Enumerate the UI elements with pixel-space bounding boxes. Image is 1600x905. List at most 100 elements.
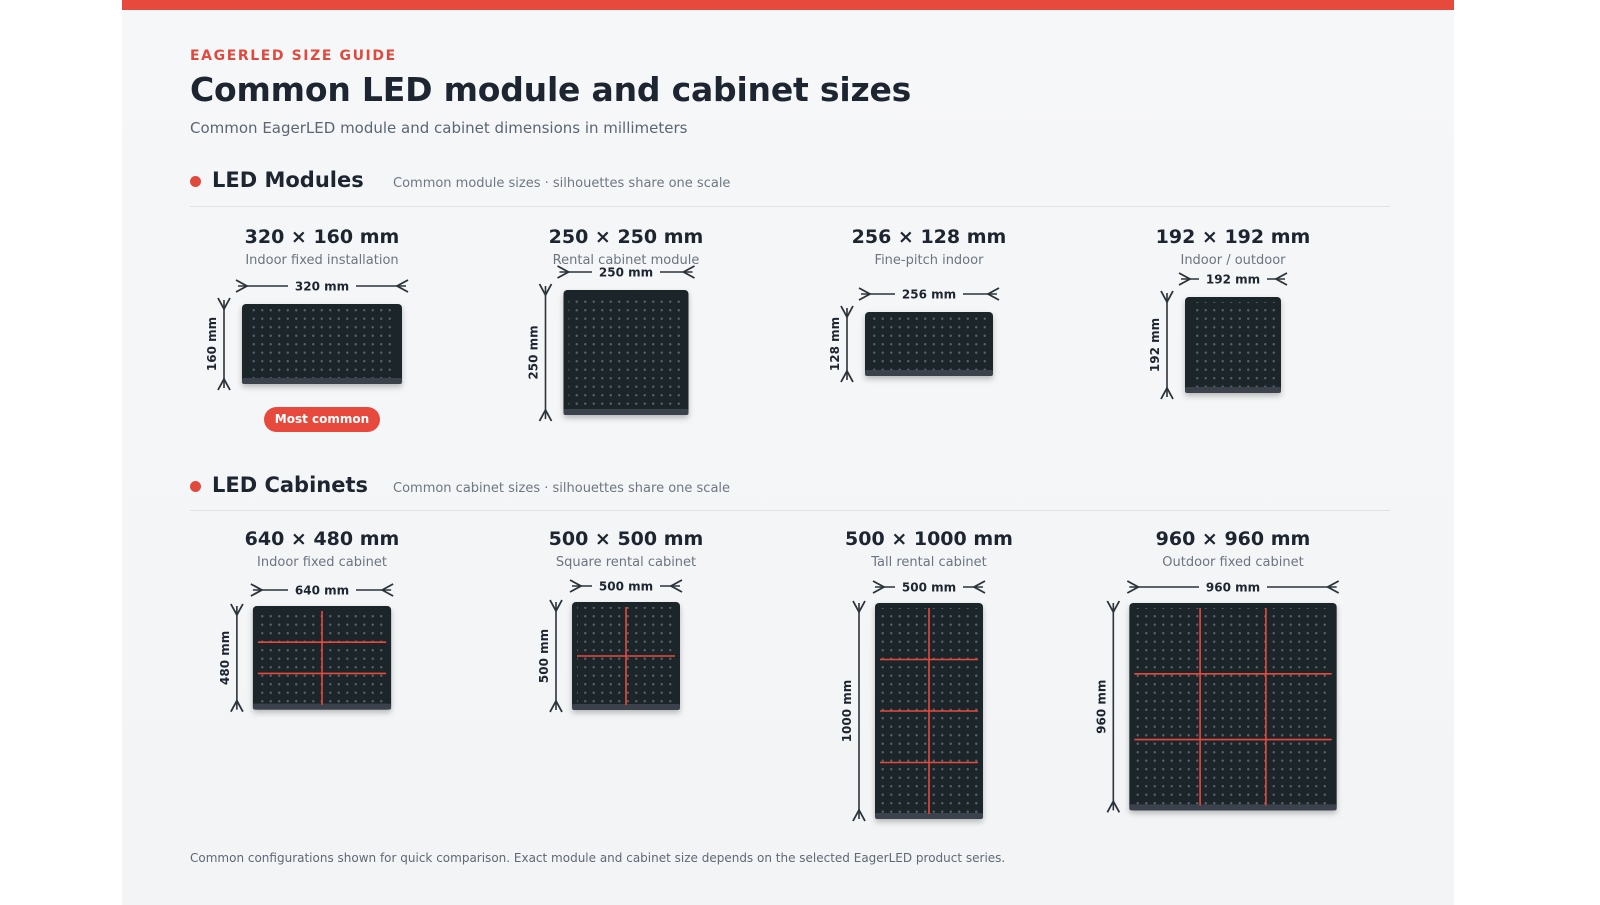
cabinet-3-width-dimension-label: 500 mm — [902, 581, 956, 595]
cabinet-3-width-dimension: 500 mm — [872, 580, 986, 595]
module-2-subtitle: Rental cabinet module — [552, 253, 700, 268]
module-4-subtitle: Indoor / outdoor — [1180, 253, 1286, 268]
module-2-silhouette-edge — [563, 409, 689, 415]
module-1-height-dimension-arrow-bottom — [217, 377, 231, 391]
module-1-silhouette-edge — [242, 378, 402, 384]
cabinet-1-subtitle: Indoor fixed cabinet — [257, 555, 387, 570]
cabinet-2-subtitle: Square rental cabinet — [555, 555, 697, 570]
cabinet-2-height-dimension-arrow-bottom — [549, 699, 563, 713]
module-4-height-dimension: 192 mm — [1148, 290, 1174, 400]
module-1-width-dimension-arrow-right — [395, 279, 409, 293]
module-1-height-dimension: 160 mm — [205, 297, 231, 391]
module-1-height-dimension-arrow-top — [217, 297, 231, 311]
cabinets-section-divider — [190, 510, 1390, 511]
module-3-title: 256 × 128 mm — [851, 226, 1007, 248]
module-2-height-dimension-arrow-top — [538, 283, 553, 297]
accent-top-bar — [122, 0, 1454, 10]
cabinet-2-width-dimension-arrow-right — [669, 579, 683, 593]
module-1-width-dimension-arrow-left — [235, 279, 249, 293]
cabinet-1-width-dimension-label: 640 mm — [295, 584, 349, 598]
size-guide-card: EAGERLED SIZE GUIDE Common LED module an… — [122, 0, 1454, 905]
cabinet-2-silhouette — [572, 602, 680, 710]
module-1-width-dimension: 320 mm — [235, 279, 409, 294]
module-1-subtitle: Indoor fixed installation — [245, 253, 399, 268]
module-2-width-dimension-label: 250 mm — [599, 266, 653, 280]
cabinet-1-width-dimension-arrow-left — [250, 583, 264, 597]
cabinet-4-height-dimension-arrow-bottom — [1106, 799, 1121, 813]
module-3-width-dimension: 256 mm — [858, 287, 1000, 302]
page-title: Common LED module and cabinet sizes — [190, 70, 912, 109]
cabinet-1-title: 640 × 480 mm — [244, 528, 400, 550]
module-4-height-dimension-arrow-bottom — [1160, 386, 1174, 400]
module-1-title: 320 × 160 mm — [244, 226, 400, 248]
cabinet-3-silhouette — [875, 603, 983, 819]
module-2-title: 250 × 250 mm — [548, 226, 704, 248]
module-2-width-dimension: 250 mm — [557, 265, 695, 280]
cabinet-4-silhouette — [1129, 603, 1337, 811]
module-3-silhouette-leds — [870, 317, 988, 371]
module-4-silhouette — [1185, 297, 1281, 393]
cabinet-4-width-dimension-label: 960 mm — [1206, 581, 1260, 595]
kicker-label: EAGERLED SIZE GUIDE — [190, 48, 397, 64]
cabinet-2-width-dimension: 500 mm — [569, 579, 683, 594]
most-common-badge: Most common — [264, 407, 380, 432]
cabinet-1-silhouette-edge — [252, 703, 392, 710]
page-subtitle: Common EagerLED module and cabinet dimen… — [190, 119, 688, 137]
cabinet-3-width-dimension-arrow-left — [872, 580, 886, 594]
module-3-width-dimension-arrow-left — [858, 287, 872, 301]
module-4-height-dimension-label: 192 mm — [1148, 318, 1162, 372]
cabinet-1-height-dimension: 480 mm — [218, 603, 244, 713]
cabinet-4-silhouette-edge — [1129, 804, 1337, 811]
cabinet-1-height-dimension-label: 480 mm — [218, 631, 232, 685]
module-2-height-dimension-arrow-bottom — [538, 408, 553, 422]
cabinet-1-silhouette — [252, 606, 392, 710]
cabinet-3-title: 500 × 1000 mm — [845, 528, 1013, 550]
cabinet-3-height-dimension-label: 1000 mm — [840, 680, 854, 743]
module-1-silhouette — [242, 304, 402, 384]
module-2-width-dimension-arrow-left — [557, 265, 571, 279]
modules-section-divider — [190, 206, 1390, 207]
cabinet-4-height-dimension-arrow-top — [1106, 600, 1121, 614]
cabinet-3-height-dimension-arrow-bottom — [852, 808, 866, 822]
module-2-height-dimension-label: 250 mm — [527, 325, 541, 379]
module-4-silhouette-leds — [1190, 302, 1276, 388]
module-2-silhouette — [563, 290, 689, 415]
cabinet-1-width-dimension: 640 mm — [250, 583, 394, 598]
cabinet-2-height-dimension-label: 500 mm — [537, 629, 551, 683]
size-silhouettes: 320 mm 160 mm 250 mm 250 mm 256 mm 128 mm 192 … — [205, 265, 1340, 822]
cabinet-4-height-dimension: 960 mm — [1094, 600, 1121, 813]
module-1-silhouette-leds — [247, 309, 397, 379]
module-2-width-dimension-arrow-right — [681, 265, 695, 279]
cabinet-2-height-dimension-arrow-top — [549, 599, 563, 613]
module-3-silhouette — [865, 312, 993, 376]
footer-note: Common configurations shown for quick co… — [190, 851, 1006, 865]
cabinet-2-title: 500 × 500 mm — [548, 528, 704, 550]
module-4-width-dimension-label: 192 mm — [1206, 273, 1260, 287]
module-4-width-dimension: 192 mm — [1178, 272, 1288, 287]
cabinet-4-subtitle: Outdoor fixed cabinet — [1162, 555, 1304, 570]
module-4-width-dimension-arrow-right — [1274, 272, 1288, 286]
cabinets-section-title: LED Cabinets — [212, 473, 369, 497]
module-2-height-dimension: 250 mm — [527, 283, 553, 422]
cabinet-3-height-dimension: 1000 mm — [840, 600, 866, 822]
module-2-silhouette-leds — [568, 295, 684, 410]
module-1-height-dimension-label: 160 mm — [205, 317, 219, 371]
cabinet-4-title: 960 × 960 mm — [1155, 528, 1311, 550]
cabinet-4-width-dimension-arrow-right — [1325, 580, 1340, 594]
module-3-height-dimension-label: 128 mm — [828, 317, 842, 371]
cabinet-2-width-dimension-arrow-left — [569, 579, 583, 593]
module-4-width-dimension-arrow-left — [1178, 272, 1192, 286]
module-3-height-dimension: 128 mm — [828, 305, 854, 383]
module-4-silhouette-edge — [1185, 387, 1281, 393]
module-3-width-dimension-label: 256 mm — [902, 288, 956, 302]
cabinet-1-height-dimension-arrow-bottom — [230, 698, 244, 713]
cabinet-3-width-dimension-arrow-right — [972, 580, 986, 594]
cabinet-2-width-dimension-label: 500 mm — [599, 580, 653, 594]
cabinet-4-silhouette-leds — [1134, 608, 1332, 806]
module-4-title: 192 × 192 mm — [1155, 226, 1311, 248]
cabinet-3-height-dimension-arrow-top — [852, 600, 866, 614]
module-3-silhouette-edge — [865, 370, 993, 376]
cabinet-3-subtitle: Tall rental cabinet — [871, 555, 987, 570]
module-3-height-dimension-arrow-bottom — [840, 369, 854, 383]
cabinets-section-note: Common cabinet sizes · silhouettes share… — [393, 481, 731, 496]
